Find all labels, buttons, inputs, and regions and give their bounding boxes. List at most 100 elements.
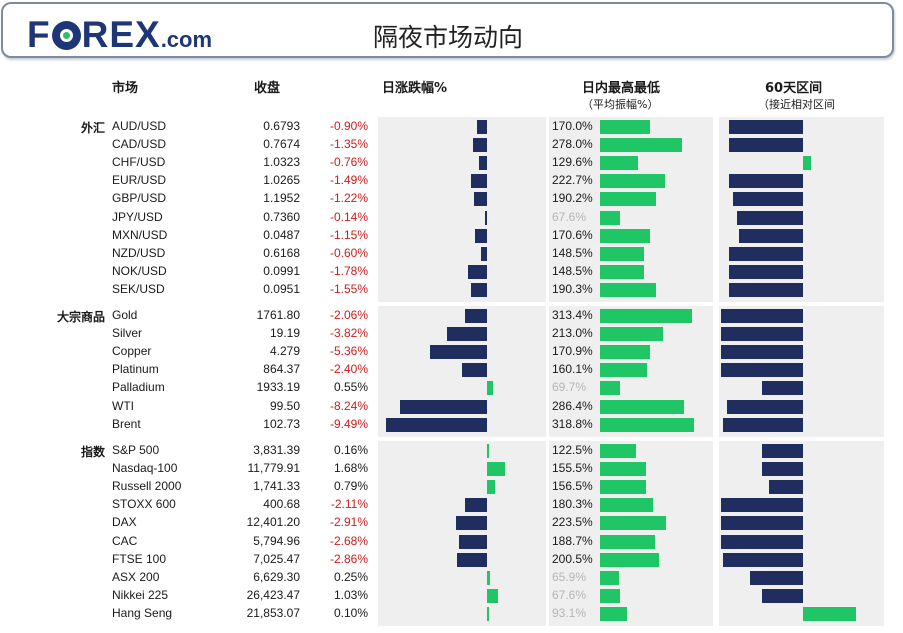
change-value: -3.82% [329, 326, 368, 341]
intraday-value: 67.6% [552, 587, 587, 602]
intraday-bar [600, 552, 659, 567]
instrument-name: JPY/USD [112, 209, 163, 224]
close-value: 99.50 [269, 398, 300, 413]
instrument-name: Copper [112, 344, 152, 359]
close-value: 102.73 [263, 416, 300, 431]
change-bar [458, 534, 487, 549]
change-bar [470, 282, 487, 297]
instrument-name: WTI [112, 398, 134, 413]
intraday-value: 93.1% [552, 605, 587, 620]
range60-bar [721, 516, 803, 531]
daily-change-panel [378, 441, 546, 626]
intraday-value: 170.0% [552, 119, 593, 133]
col-header-close: 收盘 [254, 81, 281, 96]
change-bar [386, 417, 487, 432]
change-bar [487, 444, 489, 458]
instrument-name: Nikkei 225 [112, 587, 169, 602]
range60-bar [803, 606, 857, 621]
change-bar [399, 399, 487, 414]
instrument-name: STOXX 600 [112, 497, 176, 512]
instrument-name: Nasdaq-100 [112, 461, 178, 476]
intraday-bar [600, 174, 666, 189]
instrument-name: AUD/USD [112, 119, 167, 133]
change-value: -1.22% [329, 191, 368, 206]
range60-bar [729, 264, 803, 279]
intraday-value: 180.3% [552, 497, 593, 512]
intraday-value: 278.0% [552, 137, 593, 152]
change-value: 1.03% [333, 587, 368, 602]
change-bar [430, 345, 487, 360]
instrument-name: CHF/USD [112, 155, 166, 170]
change-value: -2.06% [329, 308, 368, 322]
instrument-name: NZD/USD [112, 245, 166, 260]
range60-bar [762, 588, 803, 603]
intraday-value: 148.5% [552, 245, 593, 260]
col-subheader-range60: （接近相对区间 [758, 98, 835, 111]
intraday-bar [600, 210, 620, 225]
instrument-name: Platinum [112, 362, 159, 377]
close-value: 1.0265 [263, 173, 300, 188]
change-value: -0.76% [329, 155, 368, 170]
change-bar [474, 192, 487, 207]
intraday-value: 129.6% [552, 155, 593, 170]
intraday-bar [600, 309, 693, 323]
range60-bar [733, 192, 803, 207]
logo-letters: REX [81, 14, 161, 55]
close-value: 4.279 [269, 344, 300, 359]
instrument-name: S&P 500 [112, 443, 160, 457]
intraday-value: 170.6% [552, 227, 593, 242]
close-value: 864.37 [263, 362, 300, 377]
intraday-bar [600, 246, 644, 261]
range60-bar [723, 417, 803, 432]
close-value: 0.0487 [263, 227, 300, 242]
change-bar [474, 228, 487, 243]
intraday-bar [600, 498, 653, 513]
instrument-name: EUR/USD [112, 173, 167, 188]
intraday-bar [600, 192, 656, 207]
intraday-value: 160.1% [552, 362, 593, 377]
change-bar [446, 327, 487, 342]
change-bar [472, 138, 487, 153]
range60-bar [803, 156, 812, 171]
range60-bar [729, 282, 803, 297]
intraday-value: 170.9% [552, 344, 593, 359]
range60-bar [749, 570, 803, 585]
change-bar [468, 264, 487, 279]
intraday-value: 67.6% [552, 209, 587, 224]
range60-bar [721, 534, 803, 549]
change-bar [477, 120, 487, 134]
change-value: 0.79% [333, 479, 368, 494]
close-value: 7,025.47 [253, 551, 300, 566]
range60-bar [762, 444, 803, 458]
instrument-name: DAX [112, 515, 137, 530]
change-bar [480, 246, 487, 261]
intraday-bar [600, 381, 621, 396]
instrument-name: Russell 2000 [112, 479, 182, 494]
close-value: 1,741.33 [253, 479, 300, 494]
change-bar [471, 174, 487, 189]
change-value: -8.24% [329, 398, 368, 413]
intraday-value: 200.5% [552, 551, 593, 566]
change-bar [464, 498, 487, 513]
range60-bar [762, 381, 803, 396]
instrument-name: Hang Seng [112, 605, 173, 620]
intraday-bar [600, 282, 656, 297]
group-label: 大宗商品 [56, 310, 105, 324]
change-bar [487, 480, 496, 495]
range60-bar [721, 309, 803, 323]
close-value: 1933.19 [256, 380, 300, 395]
range60-bar [723, 552, 803, 567]
group-label: 外汇 [80, 121, 105, 135]
intraday-value: 156.5% [552, 479, 593, 494]
intraday-value: 65.9% [552, 569, 587, 584]
change-value: -1.35% [329, 137, 368, 152]
instrument-name: SEK/USD [112, 281, 165, 296]
intraday-value: 188.7% [552, 533, 593, 548]
range60-bar [729, 138, 803, 153]
range60-bar [737, 210, 803, 225]
intraday-value: 69.7% [552, 380, 587, 395]
change-value: 0.16% [333, 443, 368, 457]
group-label: 指数 [80, 445, 105, 459]
intraday-bar [600, 120, 650, 134]
close-value: 0.0951 [263, 281, 300, 296]
